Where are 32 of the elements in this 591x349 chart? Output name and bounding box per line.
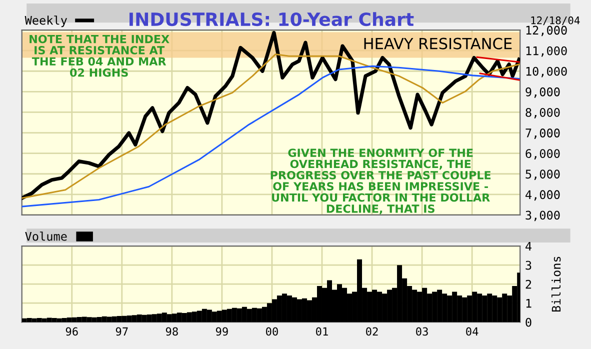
y-tick-label: 3,000 — [526, 210, 560, 222]
text: 12/18/04 — [531, 16, 580, 26]
x-tick-label: 02 — [366, 327, 378, 336]
y-axis-title: Billions — [551, 256, 561, 312]
legend-label: Volume — [25, 232, 67, 241]
y-tick-label: 4 — [526, 242, 532, 251]
x-tick-label: 03 — [416, 327, 428, 336]
y-tick-label: 1 — [526, 299, 532, 308]
y-tick-label: 8,000 — [526, 108, 560, 118]
annotation: GIVEN THE ENORMITY OF THE OVERHEAD RESISTANCE, THE PROGRESS OVER THE PAST COUPLE OF YEARS HAS BEEN IMPRESSIVE - UNTIL YOU FACTOR IN THE DOLLAR DECLINE, THAT IS — [270, 148, 491, 214]
annotation: NOTE THAT THE INDEX IS AT RESISTANCE AT THE FEB 04 AND MAR 02 HIGHS — [30, 34, 170, 77]
x-tick-label: 97 — [116, 327, 128, 336]
y-tick-label: 12,000 — [526, 26, 567, 36]
x-tick-label: 98 — [166, 327, 178, 336]
y-tick-label: 2 — [526, 280, 532, 289]
x-tick-label: 99 — [216, 327, 228, 336]
band-label: HEAVY RESISTANCE — [364, 38, 512, 50]
x-tick-label: 00 — [266, 327, 278, 336]
y-tick-label: 7,000 — [526, 128, 560, 139]
y-tick-label: 6,000 — [526, 149, 560, 160]
x-tick-label: 04 — [466, 327, 478, 336]
y-tick-label: 3 — [526, 260, 532, 270]
legend-label: Weekly — [24, 16, 67, 28]
x-tick-label: 96 — [66, 327, 78, 336]
y-tick-label: 0 — [526, 318, 532, 327]
chart-title: INDUSTRIALS: 10-Year Chart — [130, 12, 414, 26]
y-tick-label: 11,000 — [526, 46, 567, 57]
y-tick-label: 4,000 — [526, 190, 560, 201]
x-tick-label: 01 — [316, 327, 328, 336]
y-tick-label: 9,000 — [526, 87, 560, 98]
y-tick-label: 10,000 — [526, 66, 567, 78]
y-tick-label: 5,000 — [526, 170, 560, 180]
